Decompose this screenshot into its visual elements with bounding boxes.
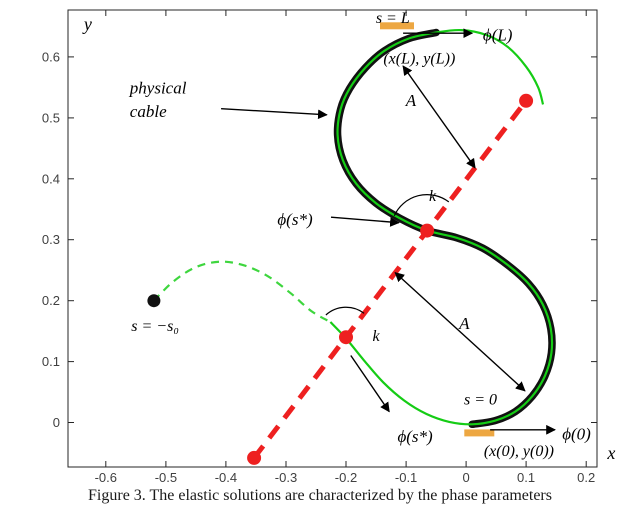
y-tick-label: 0.4 bbox=[42, 171, 60, 186]
x-tick-label: -0.2 bbox=[335, 470, 357, 485]
label-s-minus-s0: s = −s₀ bbox=[131, 318, 179, 335]
inflection-red-dot bbox=[519, 93, 534, 108]
figure-caption: Figure 3. The elastic solutions are char… bbox=[88, 487, 552, 504]
y-tick-label: 0.1 bbox=[42, 354, 60, 369]
arrow-phi-s-star-upper bbox=[330, 216, 400, 227]
inflection-red-dot bbox=[339, 330, 353, 345]
x-tick-label: -0.4 bbox=[215, 470, 237, 485]
label-phi-s-star-lower: ϕ(s*) bbox=[397, 427, 433, 446]
clamp-sL-marker bbox=[380, 22, 414, 30]
label-phi-L: ϕ(L) bbox=[483, 26, 513, 45]
x-tick-label: -0.1 bbox=[395, 470, 417, 485]
label-x0-y0: (x(0), y(0)) bbox=[484, 443, 554, 460]
arrow-amplitude-bottom bbox=[394, 271, 526, 392]
arrow-amplitude-top bbox=[402, 65, 476, 169]
y-tick-label: 0.3 bbox=[42, 232, 60, 247]
x-tick-label: -0.3 bbox=[275, 470, 297, 485]
x-tick-label: -0.5 bbox=[155, 470, 177, 485]
x-tick-label: 0.1 bbox=[517, 470, 535, 485]
inflection-red-dot bbox=[420, 223, 435, 238]
x-tick-label: 0 bbox=[462, 470, 469, 485]
y-tick-label: 0 bbox=[53, 415, 60, 430]
label-phi-0: ϕ(0) bbox=[562, 425, 591, 444]
label-physical-cable-line2: cable bbox=[130, 102, 167, 121]
label-amplitude-top: A bbox=[405, 91, 417, 110]
curve-dashed-extension bbox=[153, 260, 331, 323]
y-tick-label: 0.5 bbox=[42, 110, 60, 125]
label-phi-s-star-upper: ϕ(s*) bbox=[277, 210, 313, 229]
clamp-s0-marker bbox=[464, 429, 495, 437]
x-tick-label: 0.2 bbox=[577, 470, 595, 485]
elastica-solution-curve bbox=[329, 28, 554, 426]
arc-k-middle bbox=[393, 194, 450, 216]
label-k-middle: k bbox=[429, 188, 437, 205]
label-s-equals-0: s = 0 bbox=[464, 391, 497, 408]
label-s-equals-L: s = L bbox=[376, 10, 410, 27]
label-k-lower: k bbox=[372, 328, 380, 345]
arc-k-lower bbox=[325, 306, 365, 316]
label-xL-yL: (x(L), y(L)) bbox=[383, 51, 455, 68]
x-axis-label: x bbox=[606, 443, 615, 463]
y-tick-label: 0.2 bbox=[42, 293, 60, 308]
y-tick-label: 0.6 bbox=[42, 49, 60, 64]
label-amplitude-bottom: A bbox=[458, 314, 470, 333]
axes-box bbox=[67, 9, 598, 468]
s-minus-s0-dot bbox=[147, 294, 161, 308]
y-axis-label: y bbox=[82, 14, 92, 34]
label-physical-cable-line1: physical bbox=[129, 79, 187, 98]
arrow-phi-s-star-lower bbox=[350, 355, 390, 413]
arrow-physical-cable bbox=[221, 108, 328, 120]
x-tick-label: -0.6 bbox=[95, 470, 117, 485]
inflection-red-dot bbox=[247, 450, 262, 465]
